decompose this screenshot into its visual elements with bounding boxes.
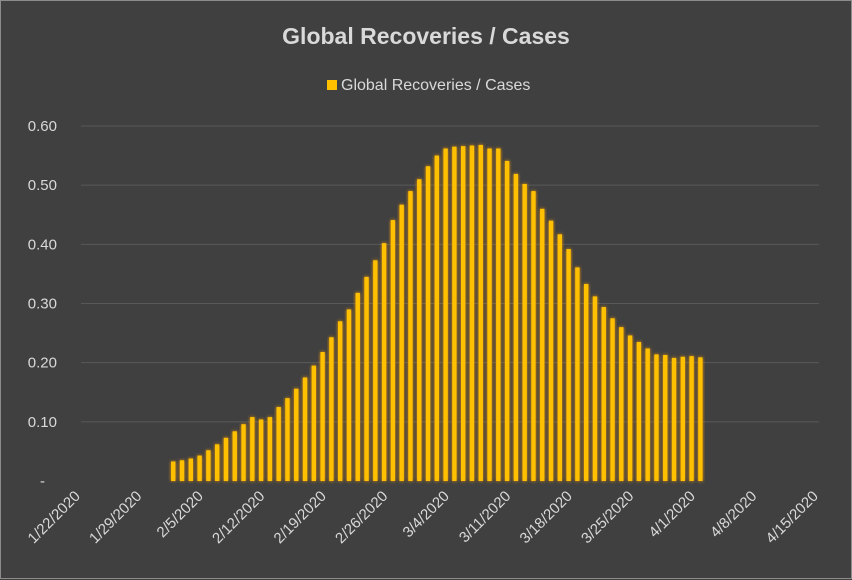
x-tick-label: 2/5/2020 [154,488,207,541]
bar [460,146,466,481]
x-tick-label: 3/11/2020 [456,488,514,546]
bar [610,318,615,481]
bar [373,260,378,481]
y-axis-ticks: - 0.10 0.20 0.30 0.40 0.50 0.60 [28,118,57,490]
bar [583,283,589,481]
bar [276,407,281,481]
bar [636,341,642,481]
bar [619,327,624,481]
bar [680,356,686,481]
bar [294,388,299,481]
bar [487,148,492,481]
bar [197,455,202,481]
x-tick-label: 2/26/2020 [332,488,391,547]
x-tick-label: 4/8/2020 [707,488,760,541]
bar [671,357,677,481]
bar [232,431,237,481]
bar [399,204,404,482]
bar [408,191,413,482]
bar [302,377,308,481]
bar [645,348,650,481]
bar [566,249,571,481]
x-tick-label: 1/22/2020 [25,488,84,547]
bar [434,155,440,482]
y-tick-label: 0.40 [28,236,57,253]
bar [522,183,527,481]
bar [496,148,501,481]
bar [531,191,536,482]
bar [425,166,431,481]
bar [504,160,510,482]
bar [285,398,290,481]
legend-label: Global Recoveries / Cases [341,77,530,94]
y-tick-label: 0.10 [28,414,57,431]
x-tick-label: 3/4/2020 [400,488,453,541]
bar [575,267,580,481]
bar [557,234,563,481]
bar [417,179,422,481]
y-tick-label: 0.60 [28,118,57,135]
bar [443,148,448,481]
bar [346,309,352,481]
bar [469,145,475,481]
bar [390,220,396,481]
bar [601,307,606,481]
bar [540,208,545,482]
y-tick-label: - [40,473,45,490]
bar [364,276,369,481]
x-tick-label: 4/15/2020 [763,488,822,547]
bar [258,419,264,481]
bar [592,296,598,481]
bar [188,458,194,481]
x-tick-label: 1/29/2020 [86,488,145,547]
bar [223,437,229,481]
bar [654,354,659,481]
bar [355,292,360,481]
x-tick-label: 3/25/2020 [578,488,637,547]
bar [627,335,633,481]
x-axis-ticks: 1/22/2020 1/29/2020 2/5/2020 2/12/2020 2/19/… [25,488,822,547]
bar [320,352,325,481]
bar [689,356,694,481]
bar [381,243,387,481]
bar [179,460,185,481]
bar [171,461,176,481]
bar-series [171,144,703,482]
x-tick-label: 2/12/2020 [209,488,268,547]
bar [337,321,343,481]
bar [267,417,273,481]
bar [329,337,334,481]
bar [478,144,483,481]
chart-title: Global Recoveries / Cases [282,23,570,49]
bar [241,424,246,481]
x-tick-label: 2/19/2020 [271,488,330,547]
y-tick-label: 0.20 [28,355,57,372]
bar [311,365,317,481]
bar [214,444,220,481]
bar [548,220,554,481]
bar [663,354,668,481]
x-tick-label: 4/1/2020 [646,488,699,541]
bar [206,450,211,481]
gridlines [81,125,819,423]
bar [513,173,519,482]
bar [452,146,457,482]
x-tick-label: 3/18/2020 [517,488,576,547]
y-tick-label: 0.50 [28,177,57,194]
legend-swatch [327,80,337,90]
legend: Global Recoveries / Cases [327,77,530,94]
bar [250,417,255,481]
bar [698,357,703,481]
y-tick-label: 0.30 [28,296,57,313]
